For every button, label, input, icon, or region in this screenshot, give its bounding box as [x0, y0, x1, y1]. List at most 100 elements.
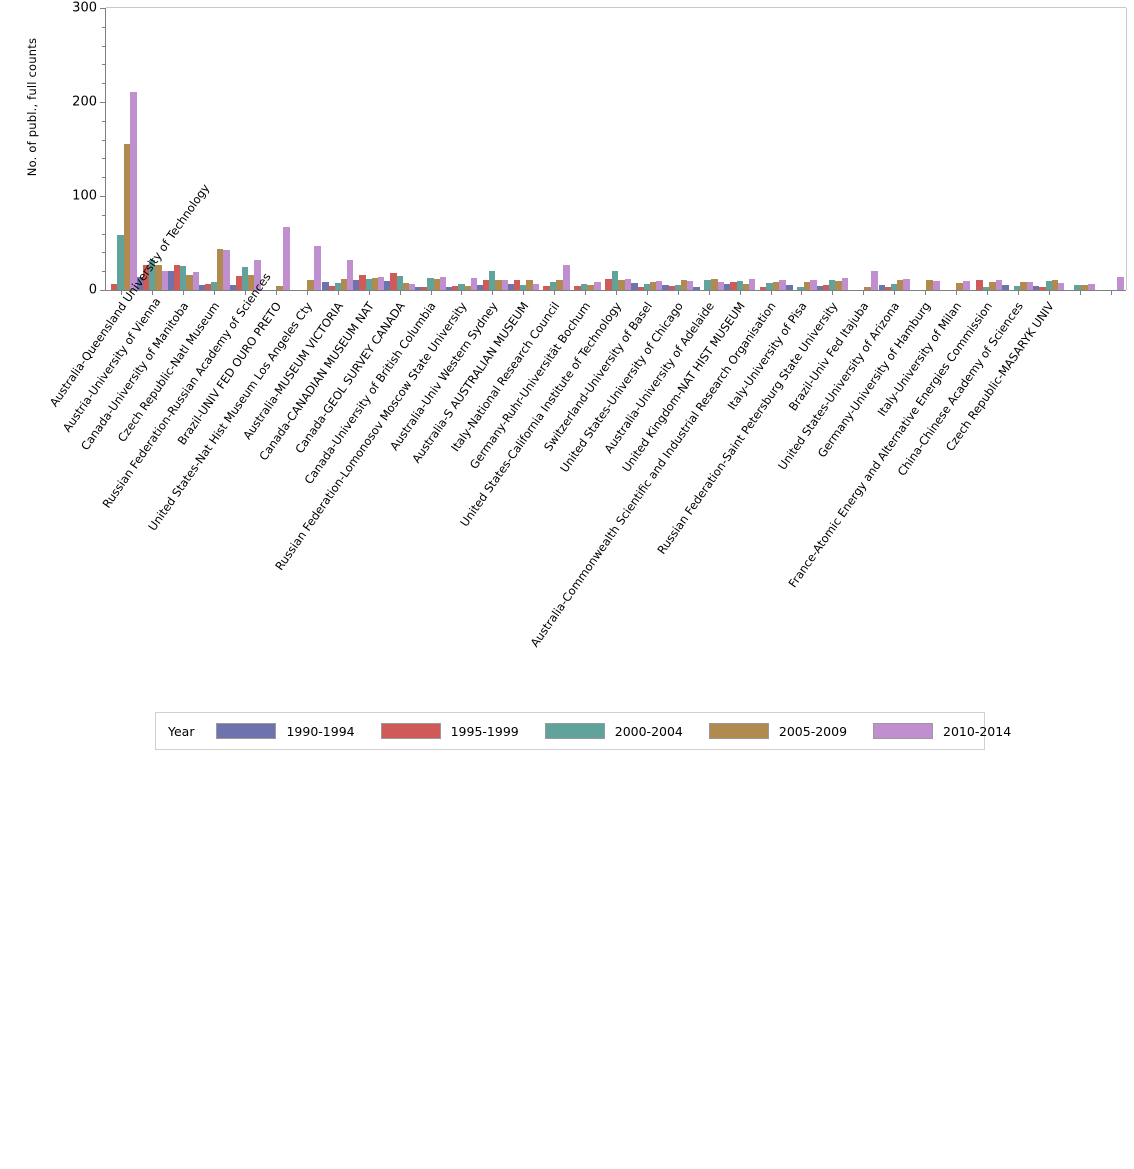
x-tick — [677, 290, 679, 295]
y-tick-label: 300 — [72, 0, 97, 16]
plot-area: 0 100 200 300 — [72, 1, 1127, 298]
bar-group — [415, 8, 446, 290]
bar — [396, 275, 403, 290]
y-tick-minor — [102, 177, 106, 179]
bar — [532, 284, 539, 290]
bar — [445, 287, 453, 290]
bar — [637, 287, 644, 290]
bar-group — [384, 8, 416, 290]
bar-group — [816, 8, 848, 290]
bar-group — [570, 8, 601, 290]
bar-group — [878, 8, 910, 290]
bar — [520, 285, 527, 290]
bar — [470, 277, 477, 290]
legend-label: 2005-2009 — [778, 723, 848, 739]
bar — [724, 284, 731, 290]
y-tick-major — [100, 102, 106, 103]
bar-group — [631, 8, 663, 290]
legend-entry[interactable]: 2000-2004 — [544, 723, 683, 739]
bar-group — [662, 8, 694, 290]
bar — [982, 287, 990, 290]
bar — [1020, 282, 1027, 290]
bar — [1117, 276, 1125, 290]
legend-entry[interactable]: 1995-1999 — [380, 723, 519, 739]
bar — [711, 278, 718, 290]
bar — [276, 286, 284, 290]
y-tick-minor — [102, 83, 106, 85]
bar-group — [910, 8, 941, 290]
x-tick — [214, 290, 216, 295]
y-tick-label: 200 — [72, 94, 97, 110]
bar — [198, 285, 205, 290]
bar-group — [106, 8, 137, 290]
bar — [863, 287, 871, 290]
bar — [631, 283, 638, 290]
bar — [748, 278, 756, 290]
bar — [932, 281, 940, 290]
bar — [624, 278, 632, 290]
x-tick — [430, 290, 432, 295]
x-tick — [1110, 290, 1112, 295]
bar — [543, 286, 550, 290]
y-tick-minor — [102, 120, 106, 122]
y-tick-minor — [102, 271, 106, 273]
bar — [563, 264, 570, 290]
bar-group — [1033, 8, 1065, 290]
bar-group — [136, 8, 168, 290]
bar-group — [198, 8, 230, 290]
bar — [452, 286, 459, 290]
y-tick-label: 100 — [72, 188, 97, 204]
y-tick-minor — [102, 64, 106, 66]
bar — [223, 250, 230, 290]
bar — [605, 278, 612, 290]
x-tick — [245, 290, 247, 295]
bar — [501, 279, 508, 290]
bar — [1081, 285, 1089, 290]
x-tick — [399, 290, 401, 295]
bar — [797, 287, 804, 290]
x-tick — [646, 290, 648, 295]
x-tick — [739, 290, 741, 295]
legend-entry[interactable]: 1990-1994 — [216, 723, 355, 739]
x-tick — [554, 290, 556, 295]
x-tick — [616, 290, 617, 295]
bar — [513, 279, 521, 290]
bar — [736, 281, 743, 290]
bar — [307, 280, 315, 290]
bar-group — [291, 8, 322, 290]
bar — [989, 282, 996, 290]
bar-group — [971, 8, 1003, 290]
bar — [110, 284, 118, 290]
legend-title: Year — [168, 723, 195, 739]
legend-color-swatch — [380, 723, 441, 739]
x-tick — [863, 290, 865, 295]
bar — [347, 259, 354, 290]
bar — [823, 285, 830, 290]
legend-entry[interactable]: 2010-2014 — [873, 723, 1011, 739]
bar — [803, 282, 811, 290]
x-tick — [461, 290, 463, 295]
bar-group — [322, 8, 354, 290]
bar — [656, 281, 663, 290]
bar — [161, 271, 168, 290]
bar — [1058, 283, 1065, 290]
bar — [283, 226, 291, 290]
bar — [241, 267, 249, 290]
legend-entry[interactable]: 2005-2009 — [708, 723, 848, 739]
x-tick — [306, 290, 308, 295]
bar — [680, 280, 688, 290]
bar-group — [539, 8, 570, 290]
bar — [507, 284, 514, 290]
legend-entries: 1990-1994 1995-1999 2000-2004 2005-2009 2010… — [216, 723, 1037, 739]
bar — [810, 279, 817, 290]
bar — [365, 278, 372, 290]
x-tick — [894, 290, 896, 295]
bar — [427, 277, 434, 290]
bar — [878, 285, 885, 290]
bar — [117, 235, 124, 290]
bar — [248, 274, 255, 290]
x-tick — [121, 290, 123, 295]
bar — [439, 276, 446, 290]
bar — [786, 285, 793, 290]
x-tick — [1079, 290, 1081, 295]
